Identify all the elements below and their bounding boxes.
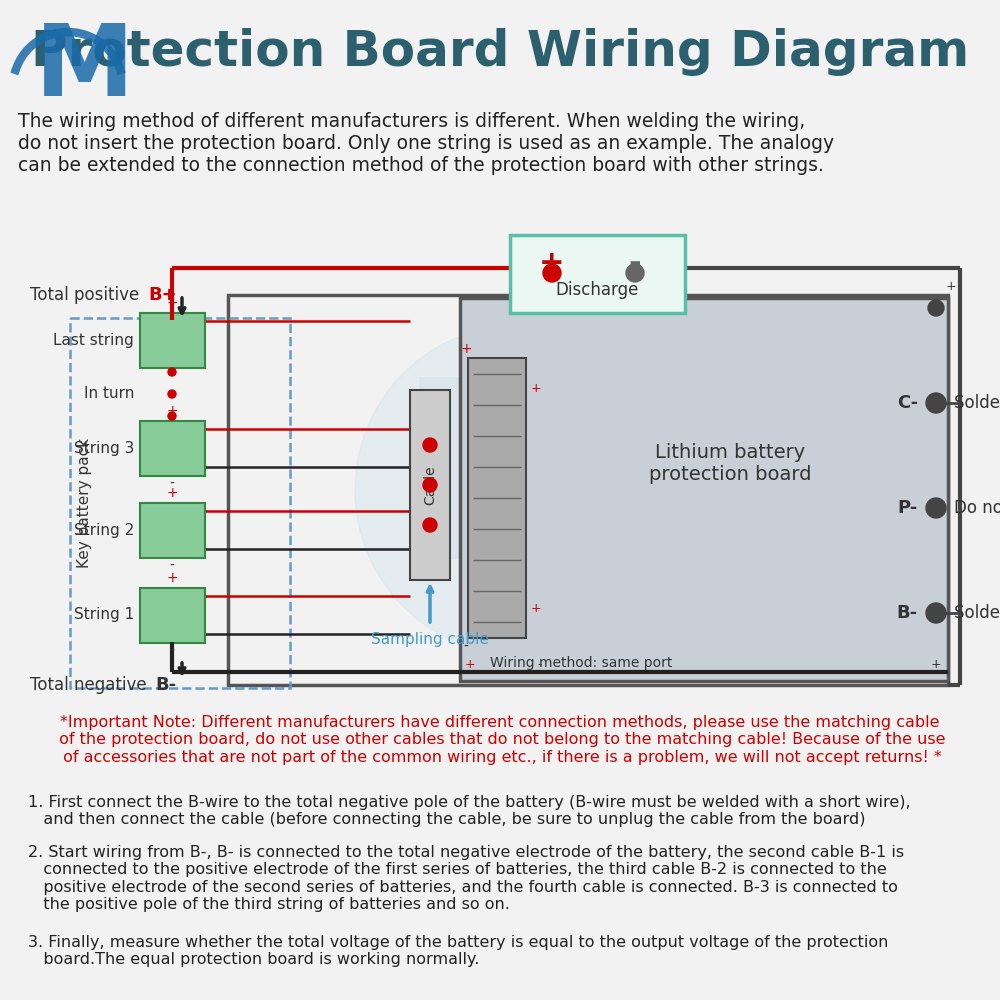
- Text: -: -: [170, 369, 174, 383]
- Text: Last string: Last string: [53, 332, 134, 348]
- Circle shape: [423, 438, 437, 452]
- Circle shape: [926, 393, 946, 413]
- Text: -: -: [170, 644, 174, 658]
- Circle shape: [926, 498, 946, 518]
- Text: 2. Start wiring from B-, B- is connected to the total negative electrode of the : 2. Start wiring from B-, B- is connected…: [28, 845, 904, 912]
- Text: Discharge: Discharge: [555, 281, 639, 299]
- Circle shape: [355, 325, 685, 655]
- Bar: [410, 390, 450, 580]
- Circle shape: [423, 478, 437, 492]
- Text: Solder joint: Solder joint: [954, 604, 1000, 622]
- Text: Key battery pack: Key battery pack: [76, 438, 92, 568]
- Text: Do not answer: Do not answer: [954, 499, 1000, 517]
- Text: C-: C-: [897, 394, 918, 412]
- Text: String 2: String 2: [74, 522, 134, 538]
- Text: -: -: [538, 658, 542, 671]
- Bar: [510, 235, 685, 313]
- Text: +: +: [539, 249, 565, 278]
- Bar: [140, 503, 205, 558]
- Text: Cable: Cable: [423, 465, 437, 505]
- Text: Wiring method: same port: Wiring method: same port: [490, 656, 672, 670]
- Circle shape: [926, 603, 946, 623]
- Text: +: +: [531, 381, 542, 394]
- Text: -: -: [170, 477, 174, 491]
- Circle shape: [543, 264, 561, 282]
- Text: -: -: [170, 559, 174, 573]
- Circle shape: [423, 518, 437, 532]
- Bar: [468, 358, 526, 638]
- Text: +: +: [166, 404, 178, 418]
- Text: P-: P-: [898, 499, 918, 517]
- Text: Sampling cable: Sampling cable: [371, 632, 489, 647]
- Bar: [228, 295, 948, 685]
- Bar: [460, 298, 948, 681]
- Text: +: +: [166, 296, 178, 310]
- Text: -: -: [464, 640, 468, 654]
- Text: 1. First connect the B-wire to the total negative pole of the battery (B-wire mu: 1. First connect the B-wire to the total…: [28, 795, 911, 827]
- Circle shape: [168, 390, 176, 398]
- Bar: [140, 421, 205, 476]
- Text: 3. Finally, measure whether the total voltage of the battery is equal to the out: 3. Finally, measure whether the total vo…: [28, 935, 888, 967]
- Text: In turn: In turn: [84, 386, 134, 401]
- Text: +: +: [166, 571, 178, 585]
- Text: M: M: [396, 369, 644, 611]
- Text: String 3: String 3: [74, 440, 134, 456]
- Text: *Important Note: Different manufacturers have different connection methods, plea: *Important Note: Different manufacturers…: [54, 715, 946, 765]
- Circle shape: [168, 368, 176, 376]
- Text: The wiring method of different manufacturers is different. When welding the wiri: The wiring method of different manufactu…: [18, 112, 834, 175]
- Text: +: +: [166, 486, 178, 500]
- Text: B-: B-: [897, 604, 918, 622]
- Text: B+: B+: [148, 286, 177, 304]
- Text: Total positive: Total positive: [30, 286, 139, 304]
- Text: Lithium battery
protection board: Lithium battery protection board: [649, 442, 811, 484]
- Text: +: +: [931, 658, 941, 671]
- Text: Protection Board Wiring Diagram: Protection Board Wiring Diagram: [31, 28, 969, 76]
- Bar: [70, 318, 290, 688]
- Text: B-: B-: [155, 676, 176, 694]
- Text: Total negative: Total negative: [30, 676, 147, 694]
- Text: +: +: [946, 280, 957, 293]
- Text: +: +: [465, 658, 475, 671]
- Bar: [140, 588, 205, 643]
- Circle shape: [928, 300, 944, 316]
- Text: String 1: String 1: [74, 607, 134, 622]
- Circle shape: [626, 264, 644, 282]
- Text: +: +: [460, 342, 472, 356]
- Circle shape: [168, 412, 176, 420]
- Text: -: -: [629, 249, 641, 278]
- Text: +: +: [531, 601, 542, 614]
- Text: Solder joint: Solder joint: [954, 394, 1000, 412]
- Bar: [140, 313, 205, 368]
- Text: M: M: [35, 20, 134, 117]
